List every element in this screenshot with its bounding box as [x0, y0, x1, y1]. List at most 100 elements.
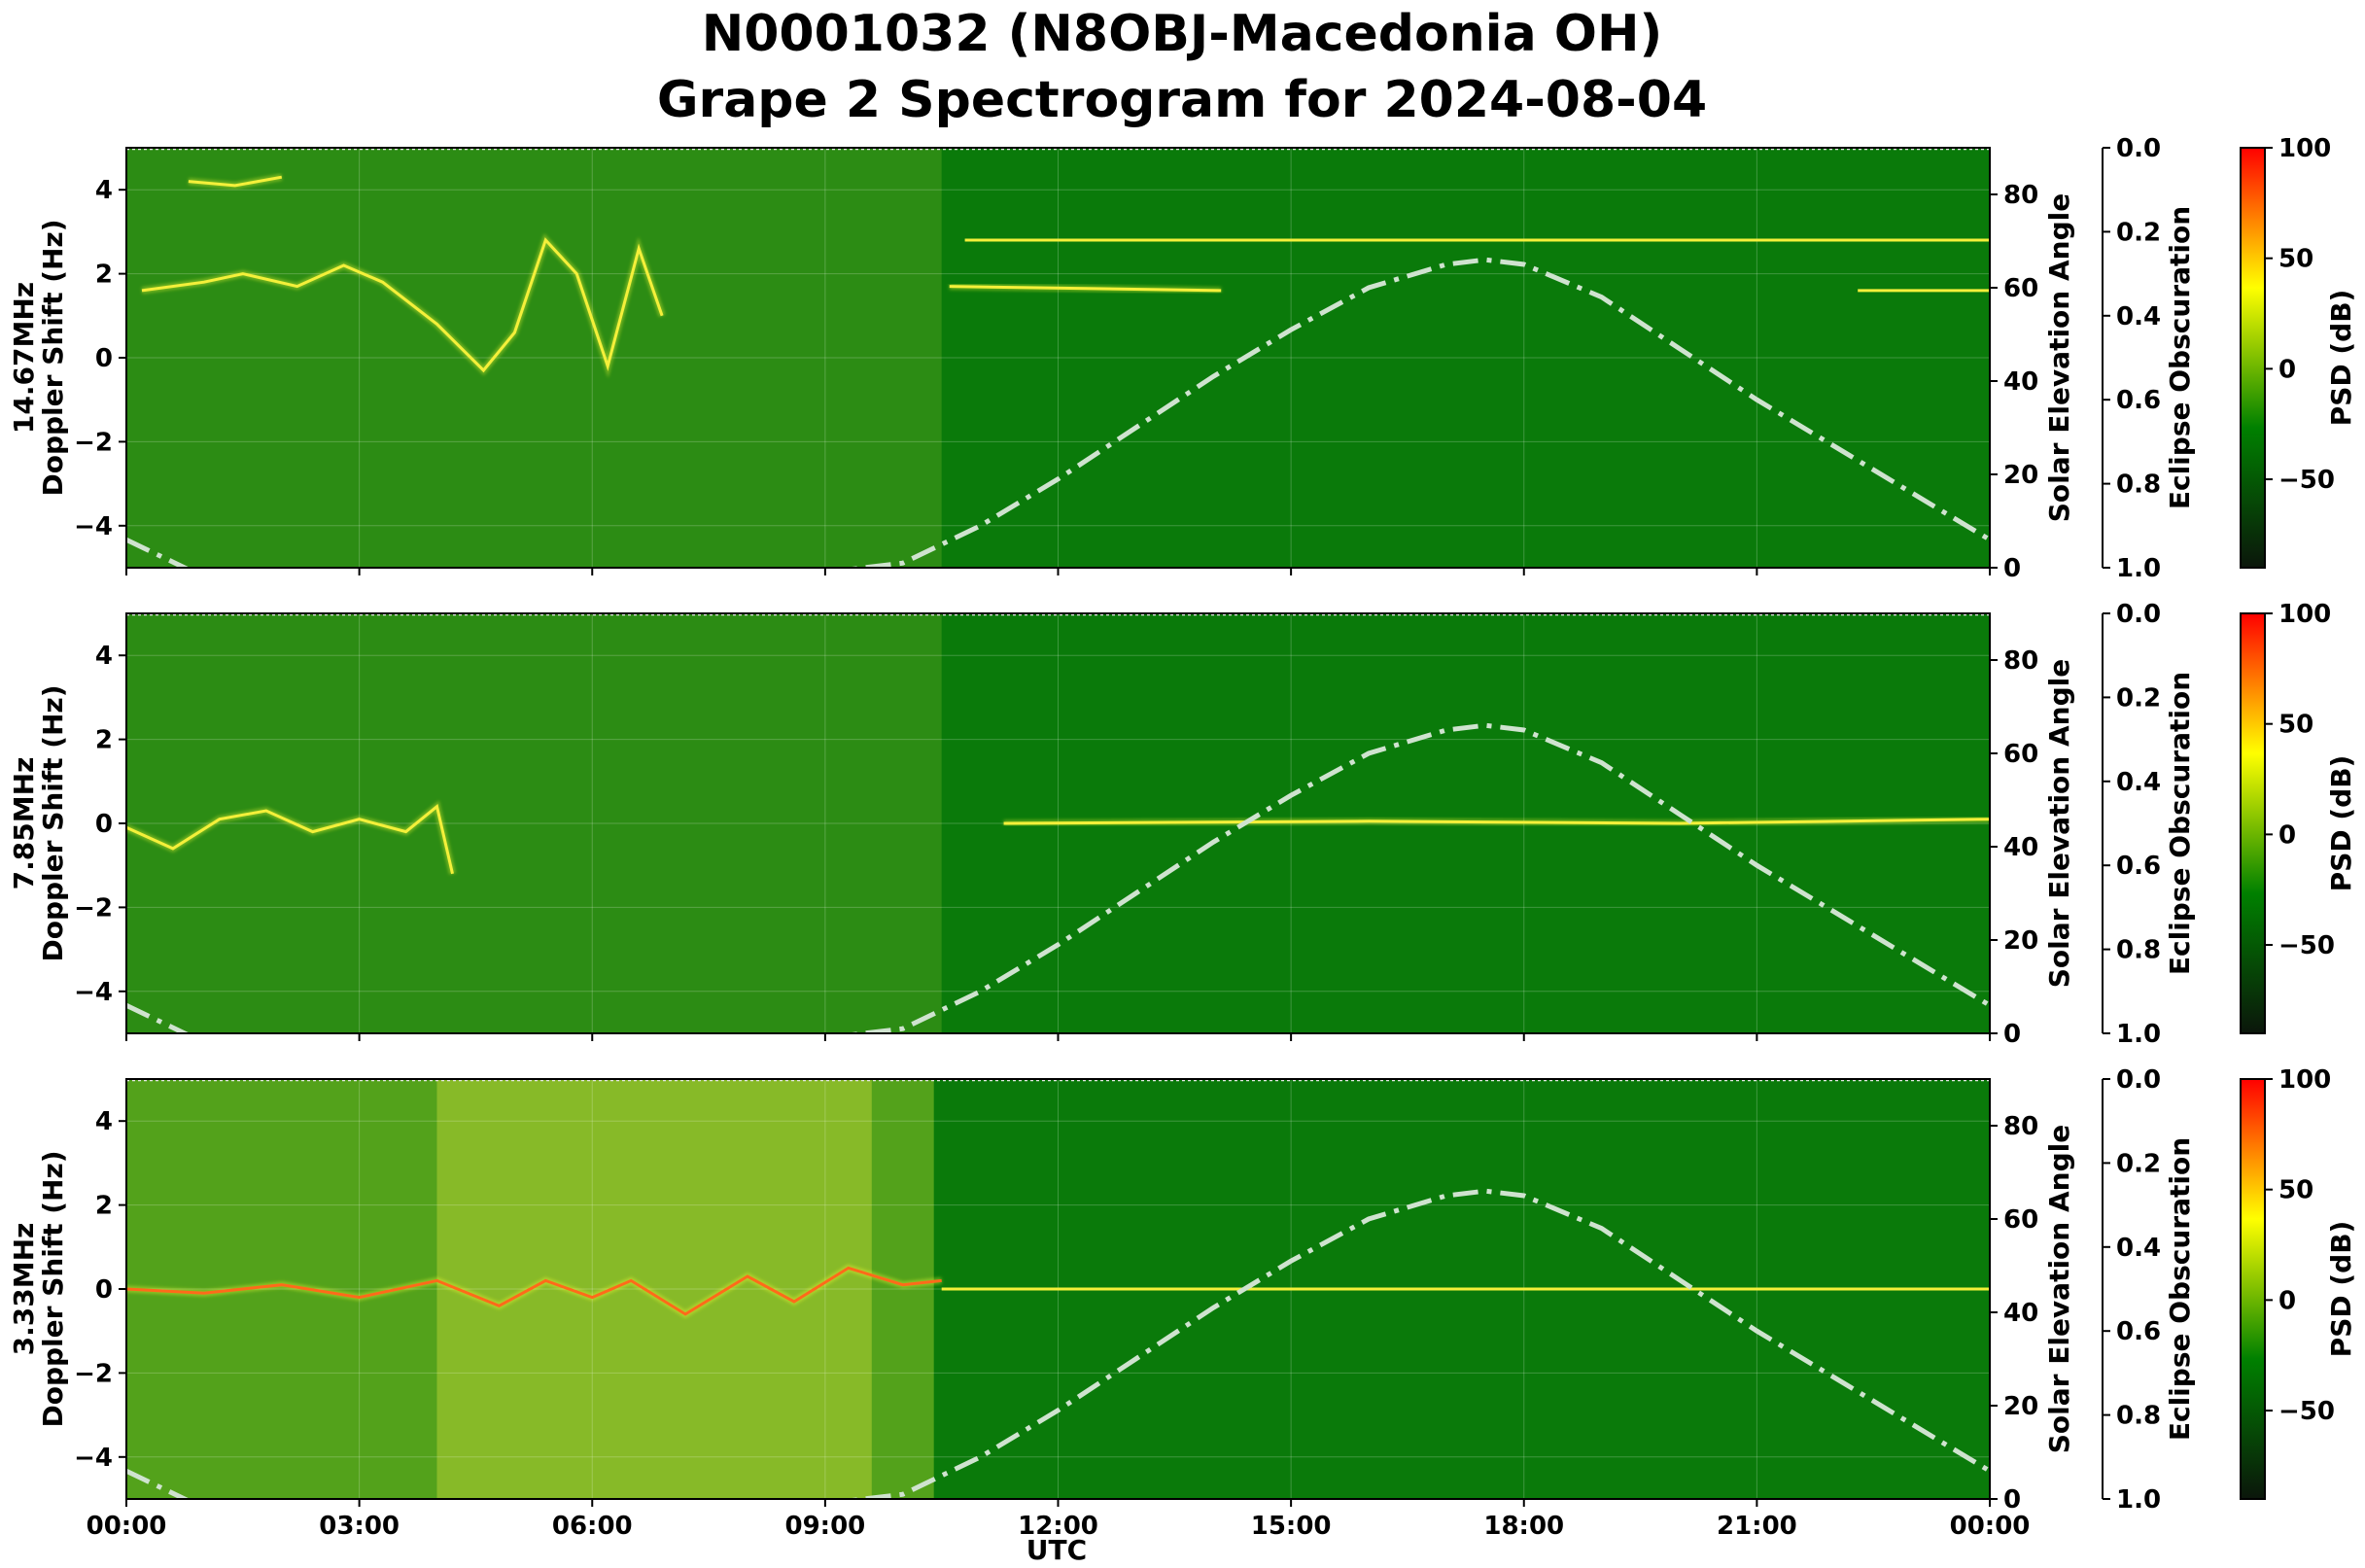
colorbar-tick-label: 50	[2278, 711, 2313, 740]
right-y-tick-label: 60	[2003, 740, 2038, 769]
y-tick-label: 0	[95, 344, 113, 373]
solar-elevation-axis-label: Solar Elevation Angle	[2043, 193, 2075, 522]
solar-elevation-axis-label: Solar Elevation Angle	[2043, 1125, 2075, 1453]
y-tick-label: −2	[74, 893, 113, 923]
colorbar-label: PSD (dB)	[2325, 755, 2357, 892]
eclipse-tick-label: 0.8	[2116, 470, 2161, 500]
eclipse-tick-label: 0.4	[2116, 768, 2161, 797]
colorbar-tick-label: 100	[2278, 1065, 2331, 1095]
right-y-tick-label: 40	[2003, 833, 2038, 862]
colorbar-tick-label: 100	[2278, 134, 2331, 163]
colorbar-tick-label: 0	[2278, 820, 2296, 850]
right-y-tick-label: 60	[2003, 1205, 2038, 1235]
y-tick-label: −4	[74, 512, 113, 541]
right-y-tick-label: 0	[2003, 554, 2021, 583]
eclipse-tick-label: 0.8	[2116, 1402, 2161, 1431]
doppler-trace-day-carrier	[1003, 818, 1991, 825]
eclipse-tick-label: 1.0	[2116, 554, 2161, 583]
colorbar-label: PSD (dB)	[2325, 1221, 2357, 1358]
chart-title-line2: Grape 2 Spectrogram for 2024-08-04	[657, 71, 1707, 129]
x-tick-label: 00:00	[87, 1512, 167, 1541]
eclipse-tick-label: 0.2	[2116, 1149, 2161, 1178]
right-y-tick-label: 40	[2003, 1299, 2038, 1328]
colorbar-tick-label: −50	[2278, 1397, 2335, 1426]
x-tick-label: 06:00	[552, 1512, 633, 1541]
colorbar-tick-label: 0	[2278, 355, 2296, 384]
y-tick-label: −4	[74, 1444, 113, 1473]
panel-frequency-label: 7.85MHz	[8, 757, 40, 890]
eclipse-tick-label: 0.0	[2116, 134, 2161, 163]
colorbar	[2240, 612, 2266, 1034]
right-y-tick-label: 60	[2003, 274, 2038, 303]
eclipse-tick-label: 0.6	[2116, 386, 2161, 415]
y-tick-label: −2	[74, 428, 113, 457]
noise-band	[126, 613, 942, 1033]
y-tick-label: 2	[95, 261, 113, 290]
y-tick-label: 4	[95, 176, 113, 205]
y-tick-label: 4	[95, 1107, 113, 1136]
colorbar-tick-label: 0	[2278, 1286, 2296, 1315]
eclipse-tick-label: 0.6	[2116, 1317, 2161, 1346]
eclipse-tick-label: 0.0	[2116, 600, 2161, 629]
x-tick-label: 21:00	[1717, 1512, 1797, 1541]
chart-title-line1: N0001032 (N8OBJ-Macedonia OH)	[702, 5, 1663, 63]
x-tick-label: 03:00	[319, 1512, 400, 1541]
colorbar	[2240, 1078, 2266, 1500]
doppler-trace-night-wander	[125, 804, 454, 875]
eclipse-tick-label: 0.0	[2116, 1065, 2161, 1095]
eclipse-tick-label: 0.2	[2116, 683, 2161, 713]
solar-elevation-axis-label: Solar Elevation Angle	[2043, 659, 2075, 988]
colorbar	[2240, 147, 2266, 569]
y-tick-label: 0	[95, 810, 113, 839]
eclipse-axis-label: Eclipse Obscuration	[2164, 206, 2196, 509]
colorbar-tick-label: −50	[2278, 931, 2335, 960]
eclipse-axis-label: Eclipse Obscuration	[2164, 672, 2196, 975]
eclipse-tick-label: 1.0	[2116, 1020, 2161, 1049]
x-tick-label: 15:00	[1251, 1512, 1332, 1541]
x-tick-label: 00:00	[1950, 1512, 2031, 1541]
doppler-axis-label: Doppler Shift (Hz)	[37, 1150, 69, 1427]
y-tick-label: 0	[95, 1275, 113, 1305]
right-y-tick-label: 80	[2003, 181, 2038, 210]
doppler-trace-carrier-mid	[949, 285, 1222, 293]
x-tick-label: 12:00	[1018, 1512, 1098, 1541]
right-y-tick-label: 0	[2003, 1485, 2021, 1515]
y-tick-label: 4	[95, 642, 113, 671]
x-axis-label: UTC	[1026, 1534, 1087, 1566]
doppler-trace-night-carrier	[125, 1266, 942, 1316]
right-y-tick-label: 40	[2003, 367, 2038, 397]
doppler-trace-hf-mode-b	[188, 175, 283, 188]
doppler-axis-label: Doppler Shift (Hz)	[37, 684, 69, 961]
right-y-tick-label: 20	[2003, 461, 2038, 490]
right-y-tick-label: 80	[2003, 1112, 2038, 1141]
eclipse-tick-label: 0.6	[2116, 852, 2161, 881]
solar-elevation-curve	[126, 722, 1990, 1033]
x-tick-label: 18:00	[1483, 1512, 1564, 1541]
colorbar-label: PSD (dB)	[2325, 290, 2357, 427]
colorbar-tick-label: −50	[2278, 466, 2335, 495]
y-tick-label: 2	[95, 726, 113, 755]
colorbar-tick-label: 100	[2278, 600, 2331, 629]
y-tick-label: −2	[74, 1359, 113, 1388]
colorbar-tick-label: 50	[2278, 245, 2313, 274]
noise-band	[126, 148, 942, 568]
solar-elevation-curve	[126, 257, 1990, 568]
noise-band	[436, 1079, 872, 1499]
eclipse-tick-label: 0.2	[2116, 218, 2161, 247]
x-tick-label: 09:00	[784, 1512, 865, 1541]
colorbar-tick-label: 50	[2278, 1176, 2313, 1205]
doppler-trace-hf-mode-a	[141, 237, 664, 373]
right-y-tick-label: 20	[2003, 1392, 2038, 1421]
eclipse-axis-label: Eclipse Obscuration	[2164, 1137, 2196, 1441]
eclipse-tick-label: 1.0	[2116, 1485, 2161, 1515]
y-tick-label: −4	[74, 978, 113, 1007]
solar-elevation-curve	[126, 1188, 1990, 1499]
panel-frequency-label: 3.33MHz	[8, 1223, 40, 1356]
eclipse-tick-label: 0.8	[2116, 936, 2161, 965]
right-y-tick-label: 20	[2003, 926, 2038, 956]
right-y-tick-label: 0	[2003, 1020, 2021, 1049]
